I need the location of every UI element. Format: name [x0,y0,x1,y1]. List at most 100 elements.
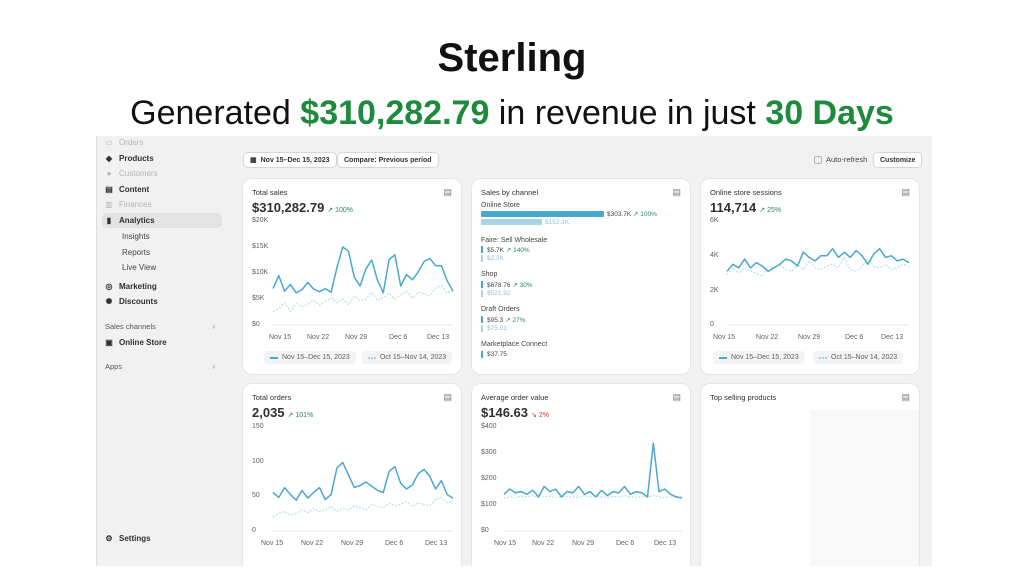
x-tick: Nov 29 [572,540,595,547]
target-icon: ◎ [105,281,113,291]
series-previous-line [726,256,910,278]
chevron-right-icon: › [212,322,215,331]
total-orders-line-chart [272,461,454,532]
y-tick: $5K [252,295,265,302]
channel-name: Shop [481,271,498,278]
dotted-line-swatch [819,356,827,359]
sidebar-item-products[interactable]: ◆ Products [105,153,154,163]
sidebar-item-settings[interactable]: ⚙ Settings [105,533,151,543]
apps-header[interactable]: Apps [105,362,123,371]
channel-bar-current [481,281,483,288]
sales-by-channel-card[interactable]: Sales by channel ▤ Online Store $303.7K … [472,179,690,374]
sidebar-item-discounts[interactable]: ✺ Discounts [105,296,158,306]
channel-name: Online Store [481,202,520,209]
report-icon[interactable]: ▤ [901,187,910,197]
channel-bar-current [481,211,604,217]
x-tick: Nov 29 [345,334,368,341]
total-sales-card[interactable]: Total sales ▤ $310,282.79 ↗ 100% $20K $15… [243,179,461,374]
total-orders-card[interactable]: Total orders ▤ 2,035 ↗ 101% 150 100 50 0 … [243,384,461,566]
sidebar-item-content[interactable]: ▤ Content [105,184,150,194]
compare-button[interactable]: Compare: Previous period [337,152,439,168]
y-tick: $300 [481,449,497,456]
top-products-card[interactable]: Top selling products ▤ [701,384,919,566]
solid-line-swatch [719,356,727,359]
channel-name: Faire: Sell Wholesale [481,237,548,244]
report-icon[interactable]: ▤ [443,187,452,197]
sidebar-subitem-live-view[interactable]: Live View [122,263,157,272]
y-tick: $200 [481,475,497,482]
date-range-button[interactable]: ▦ Nov 15–Dec 15, 2023 [243,152,337,168]
channel-value: $303.7K ↗ 100% [607,211,657,218]
analytics-app: ▭ Orders ◆ Products ● Customers ▤ Content ▥ F… [96,136,932,566]
series-current-line [272,246,454,294]
x-tick: Nov 22 [532,540,555,547]
sessions-line-chart [726,247,910,326]
channel-bar-previous [481,325,483,332]
legend-current[interactable]: Nov 15–Dec 15, 2023 [713,351,805,364]
card-title: Total orders [252,393,292,402]
card-title: Total sales [252,188,288,197]
solid-line-swatch [270,356,278,359]
tagline-period: 30 Days [765,94,894,132]
person-icon: ● [106,168,112,178]
tagline-amount: $310,282.79 [300,94,490,132]
legend-previous[interactable]: Oct 15–Nov 14, 2023 [362,351,453,364]
tagline-middle: in revenue in just [489,94,766,132]
card-value: $146.63 ↘ 2% [481,405,549,420]
x-tick: Nov 15 [261,540,284,547]
x-tick: Nov 22 [756,334,779,341]
card-title: Sales by channel [481,188,539,197]
y-tick: $400 [481,423,497,430]
y-tick: $20K [252,217,269,224]
y-tick: $15K [252,243,269,250]
legend-current[interactable]: Nov 15–Dec 15, 2023 [264,351,356,364]
report-icon[interactable]: ▤ [672,187,681,197]
total-sales-line-chart [272,246,454,326]
aov-card[interactable]: Average order value ▤ $146.63 ↘ 2% $400 $… [472,384,690,566]
x-tick: Nov 29 [341,540,364,547]
sidebar-item-analytics[interactable]: ▮ Analytics [106,215,155,225]
tagline: Generated $310,282.79 in revenue in just… [0,94,1024,133]
calendar-icon: ▦ [250,157,257,164]
sidebar-item-marketing[interactable]: ◎ Marketing [105,281,157,291]
sidebar-item-customers[interactable]: ● Customers [106,168,158,178]
report-icon[interactable]: ▤ [672,392,681,402]
auto-refresh-toggle[interactable]: Auto-refresh [814,155,867,164]
series-current-line [272,461,454,501]
blurred-content [811,410,919,566]
sessions-card[interactable]: Online store sessions ▤ 114,714 ↗ 25% 6K … [701,179,919,374]
channel-bar-current [481,351,483,358]
sidebar-subitem-insights[interactable]: Insights [122,232,150,241]
aov-line-chart [503,442,683,532]
sidebar-item-online-store[interactable]: ▣ Online Store [105,337,167,347]
legend-previous[interactable]: Oct 15–Nov 14, 2023 [813,351,904,364]
y-tick: 100 [252,458,264,465]
y-tick: $0 [481,527,489,534]
report-icon[interactable]: ▤ [901,392,910,402]
series-previous-line [272,284,454,313]
toolbar: ▦ Nov 15–Dec 15, 2023 Compare: Previous p… [243,152,932,170]
change-badge: ↘ 2% [531,412,549,419]
tag-icon: ◆ [105,153,113,163]
y-tick: 2K [710,287,719,294]
customize-button[interactable]: Customize [873,152,923,168]
report-icon[interactable]: ▤ [443,392,452,402]
sidebar-subitem-reports[interactable]: Reports [122,248,151,257]
checkbox[interactable] [814,155,822,164]
series-previous-line [503,495,683,499]
channel-bar-current [481,246,483,253]
sales-channels-header[interactable]: Sales channels [105,322,156,331]
brand-title: Sterling [437,36,587,80]
x-tick: Nov 22 [307,334,330,341]
sidebar-item-orders[interactable]: ▭ Orders [105,137,144,147]
channel-name: Marketplace Connect [481,341,548,348]
channel-value: $95.3 ↗ 27% [487,317,526,324]
x-tick: Dec 13 [425,540,448,547]
x-tick: Nov 29 [798,334,821,341]
sidebar-item-finances[interactable]: ▥ Finances [105,199,152,209]
series-current-line [726,247,910,273]
sidebar-active-highlight [102,213,222,228]
orders-icon: ▭ [105,137,113,147]
sidebar: ▭ Orders ◆ Products ● Customers ▤ Content ▥ F… [97,136,227,566]
series-previous-line [272,496,454,518]
